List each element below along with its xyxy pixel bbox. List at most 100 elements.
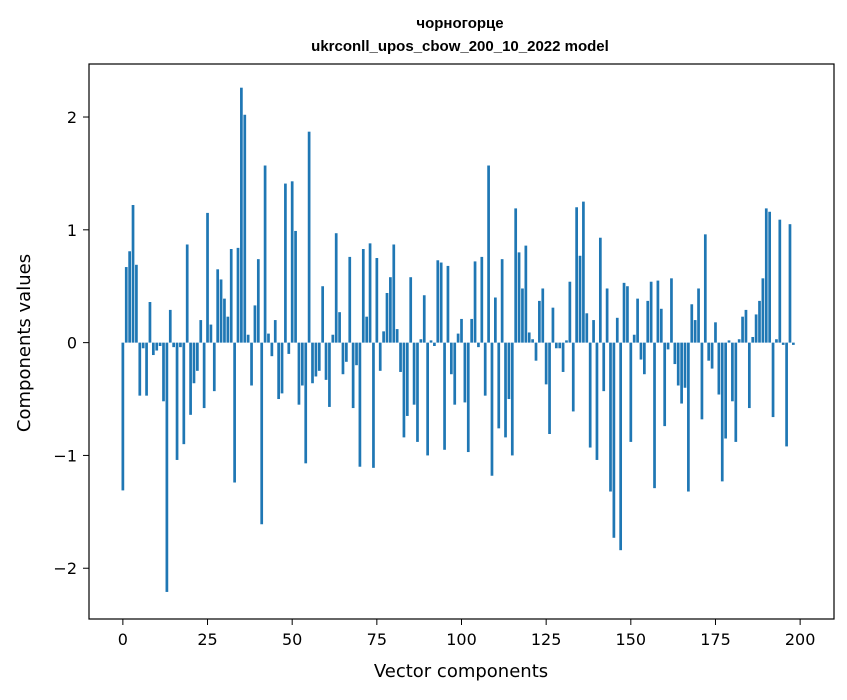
- bar: [565, 340, 568, 343]
- bar: [212, 342, 216, 392]
- bar: [585, 313, 589, 343]
- bars-group: [121, 87, 795, 592]
- bar: [409, 277, 413, 343]
- bar: [629, 342, 633, 442]
- bar: [504, 342, 507, 438]
- bar: [429, 340, 433, 343]
- bar: [460, 318, 463, 343]
- bar: [233, 342, 236, 483]
- bar: [693, 320, 697, 343]
- bar: [449, 342, 453, 375]
- bar: [372, 342, 375, 468]
- bar: [636, 298, 639, 343]
- bar: [297, 342, 301, 405]
- bar: [466, 342, 470, 453]
- bar: [236, 247, 240, 343]
- x-tick-label: 200: [785, 630, 816, 649]
- bar: [764, 208, 768, 343]
- bar: [209, 324, 213, 343]
- bar: [426, 342, 429, 456]
- bar: [487, 165, 490, 343]
- bar: [256, 259, 260, 343]
- bar: [771, 342, 775, 418]
- bar: [385, 292, 389, 343]
- bar: [670, 278, 673, 343]
- bar: [527, 332, 531, 343]
- bar: [314, 342, 318, 377]
- bar: [571, 342, 575, 412]
- bar: [473, 261, 477, 343]
- bar: [643, 342, 646, 375]
- bar: [412, 342, 416, 405]
- bar: [558, 342, 562, 349]
- bar: [456, 333, 460, 343]
- bar: [707, 342, 711, 361]
- bar: [168, 309, 172, 343]
- bar: [175, 342, 179, 460]
- bar: [172, 342, 176, 348]
- bar: [446, 265, 450, 343]
- bar: [260, 342, 264, 525]
- bar: [419, 339, 423, 343]
- bar: [243, 114, 247, 343]
- bar: [443, 342, 446, 450]
- bar: [626, 286, 629, 343]
- bar: [744, 309, 748, 343]
- bar: [158, 342, 162, 347]
- bar: [666, 342, 670, 350]
- bar: [192, 342, 196, 384]
- bar: [747, 342, 751, 409]
- bar: [727, 340, 731, 343]
- y-axis-label: Components values: [14, 254, 35, 432]
- bar: [778, 219, 782, 343]
- bar: [202, 342, 206, 409]
- bar: [284, 183, 287, 343]
- bar: [731, 342, 734, 402]
- bar: [609, 342, 612, 492]
- bar: [676, 342, 680, 386]
- bar: [317, 342, 321, 371]
- bar: [328, 342, 331, 407]
- bar: [358, 342, 362, 467]
- bar: [277, 342, 280, 400]
- bar: [510, 342, 514, 456]
- bar: [219, 279, 223, 343]
- bar: [389, 277, 392, 343]
- bar: [199, 320, 203, 343]
- bar: [355, 342, 358, 366]
- bar: [734, 342, 738, 442]
- bar: [717, 342, 721, 395]
- bar: [531, 339, 534, 343]
- bar: [399, 342, 402, 372]
- bar: [405, 342, 409, 416]
- bar: [267, 333, 270, 343]
- bar: [534, 342, 538, 361]
- bar: [714, 322, 717, 343]
- bar: [737, 339, 741, 343]
- bar: [351, 342, 355, 409]
- bar: [724, 342, 727, 439]
- bar: [361, 249, 365, 343]
- bar: [273, 320, 277, 343]
- bar: [561, 342, 565, 372]
- x-tick-label: 75: [367, 630, 387, 649]
- chart-title: чорногорце: [416, 15, 503, 32]
- bar: [402, 342, 406, 438]
- bar: [595, 342, 599, 460]
- bar: [229, 249, 233, 343]
- bar: [687, 342, 690, 492]
- bar: [775, 339, 778, 343]
- bar: [494, 297, 497, 343]
- bar: [575, 207, 578, 343]
- x-tick-label: 125: [531, 630, 562, 649]
- x-tick-label: 0: [118, 630, 128, 649]
- bar: [582, 201, 585, 343]
- bar: [141, 342, 145, 349]
- bar: [392, 244, 396, 343]
- bar: [226, 316, 230, 343]
- y-tick-label: 2: [67, 108, 77, 127]
- bar: [768, 211, 772, 343]
- bar: [375, 258, 379, 343]
- bar: [433, 342, 436, 347]
